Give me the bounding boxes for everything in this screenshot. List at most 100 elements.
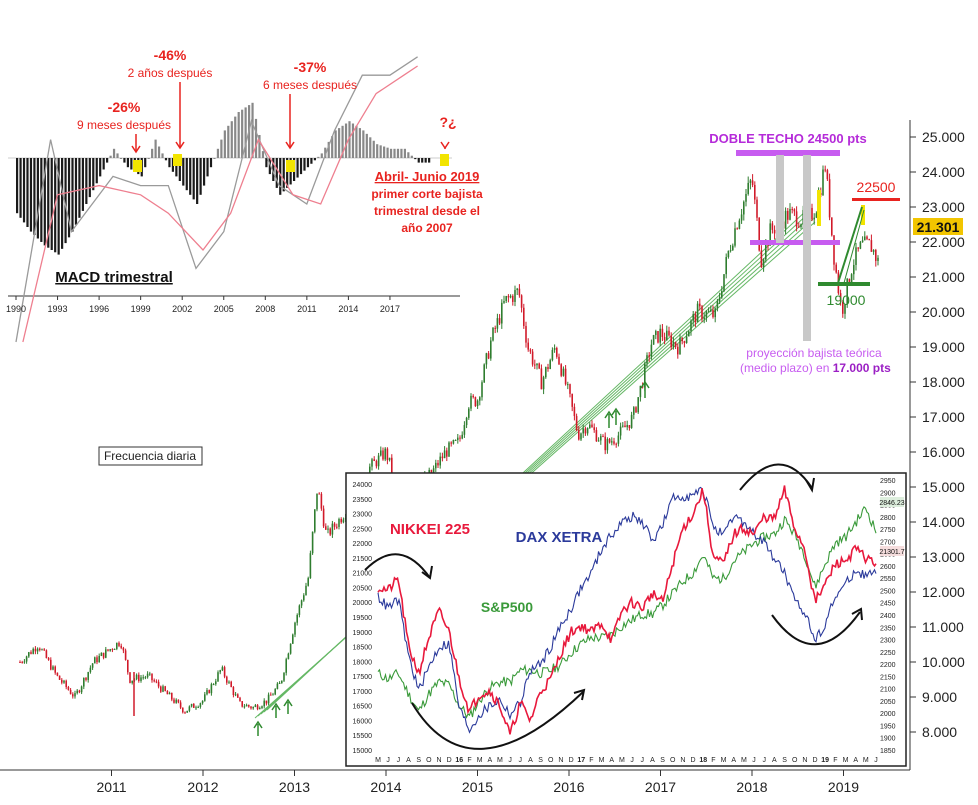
resistance-label: 22500 — [857, 179, 896, 195]
macd-x-tick-label: 2011 — [297, 304, 316, 314]
candle-body — [828, 179, 831, 218]
inset-x-label: O — [426, 757, 432, 764]
candle-body — [107, 649, 109, 651]
last-value-label: 21.301 — [917, 219, 960, 235]
macd-bar — [320, 153, 323, 158]
candle-body — [476, 400, 479, 407]
candle-body — [120, 645, 122, 648]
macd-callouts: -26% 9 meses después -46% 2 años después -37… — [77, 47, 457, 154]
candle-body — [558, 356, 560, 365]
candle-body — [21, 662, 23, 664]
candle-body — [437, 462, 439, 466]
candle-body — [472, 395, 474, 398]
projection-line2: (medio plazo) en 17.000 pts — [740, 361, 891, 375]
candle-body — [461, 434, 463, 439]
candle-body — [457, 437, 459, 440]
candle-body — [267, 694, 270, 704]
y-tick-label: 10.000 — [922, 654, 965, 670]
double-top-label: DOBLE TECHO 24500 pts — [709, 131, 867, 146]
macd-bar — [57, 158, 60, 255]
x-tick-label: 2013 — [279, 779, 310, 795]
macd-x-tick-label: 2014 — [338, 304, 358, 314]
macd-callout-pct: -37% — [294, 59, 327, 75]
inset-x-label: A — [650, 757, 655, 764]
candle-body — [316, 493, 318, 510]
y-tick-label: 25.000 — [922, 129, 965, 145]
candle-body — [109, 649, 111, 651]
inset-x-label: A — [487, 757, 492, 764]
candle-body — [204, 694, 206, 701]
candle-body — [80, 686, 83, 693]
candle-body — [52, 666, 54, 670]
candle-body — [597, 440, 600, 442]
candle-body — [619, 426, 622, 436]
candle-body — [564, 368, 567, 385]
candle-body — [516, 288, 518, 291]
candle-body — [259, 708, 261, 710]
candle-body — [736, 228, 738, 230]
candle-body — [474, 397, 477, 407]
macd-bar — [303, 158, 306, 171]
candle-body — [83, 678, 85, 687]
macd-bar — [220, 139, 223, 158]
inset-right-label: 2750 — [880, 527, 896, 534]
candle-body — [527, 342, 529, 350]
macd-bar — [109, 155, 112, 158]
candle-body — [811, 207, 813, 220]
candle-body — [756, 199, 758, 218]
macd-inset: 1990 1993 1996 1999 2002 2005 2008 2011 2014 2017… — [6, 47, 483, 343]
projection-target: 17.000 pts — [833, 361, 891, 375]
candle-body — [439, 456, 441, 466]
candle-body — [164, 686, 166, 691]
macd-bar — [386, 147, 389, 158]
candle-body — [285, 659, 287, 673]
macd-bar — [213, 158, 216, 159]
macd-bar — [171, 158, 175, 172]
inset-right-label: 2900 — [880, 490, 896, 497]
macd-bar — [279, 158, 282, 195]
candle-body — [47, 658, 50, 660]
macd-bar — [102, 158, 105, 170]
candle-body — [600, 436, 602, 441]
candle-body — [45, 650, 48, 659]
candle-body — [870, 240, 873, 252]
macd-bar — [344, 123, 348, 158]
inset-x-label: N — [436, 757, 441, 764]
candle-body — [769, 223, 771, 246]
candle-body — [839, 293, 842, 302]
candle-body — [611, 441, 613, 443]
macd-bar — [383, 146, 386, 158]
macd-bar — [268, 158, 271, 175]
candle-body — [388, 457, 391, 461]
candle-body — [76, 690, 78, 694]
candle-body — [43, 649, 45, 651]
frequency-note: Frecuencia diaria — [98, 446, 203, 466]
candle-body — [307, 578, 309, 586]
candle-body — [58, 675, 61, 680]
candle-body — [518, 288, 521, 296]
macd-bar — [331, 136, 334, 158]
macd-callout-text: 9 meses después — [77, 118, 171, 132]
macd-bar — [157, 146, 161, 158]
macd-bar — [396, 148, 400, 158]
series-label-dax: DAX XETRA — [516, 529, 603, 546]
candle-body — [567, 384, 569, 386]
inset-left-label: 22000 — [353, 541, 373, 548]
macd-bar — [334, 130, 337, 158]
candle-body — [138, 674, 140, 681]
macd-bar — [393, 148, 396, 158]
candle-body — [683, 341, 686, 343]
candle-body — [197, 706, 199, 708]
main-y-axis: 8.000 9.000 10.000 11.000 12.000 13.000 14.000… — [909, 120, 965, 770]
candle-body — [331, 523, 334, 535]
macd-bar — [254, 118, 258, 158]
macd-bar — [237, 112, 240, 158]
macd-bar — [61, 158, 64, 249]
inset-x-label: M — [741, 757, 747, 764]
y-tick-label: 15.000 — [922, 479, 965, 495]
candle-body — [146, 673, 149, 678]
candle-body — [175, 699, 177, 703]
macd-bar — [67, 158, 71, 238]
candle-body — [595, 430, 598, 442]
candle-body — [470, 395, 472, 409]
